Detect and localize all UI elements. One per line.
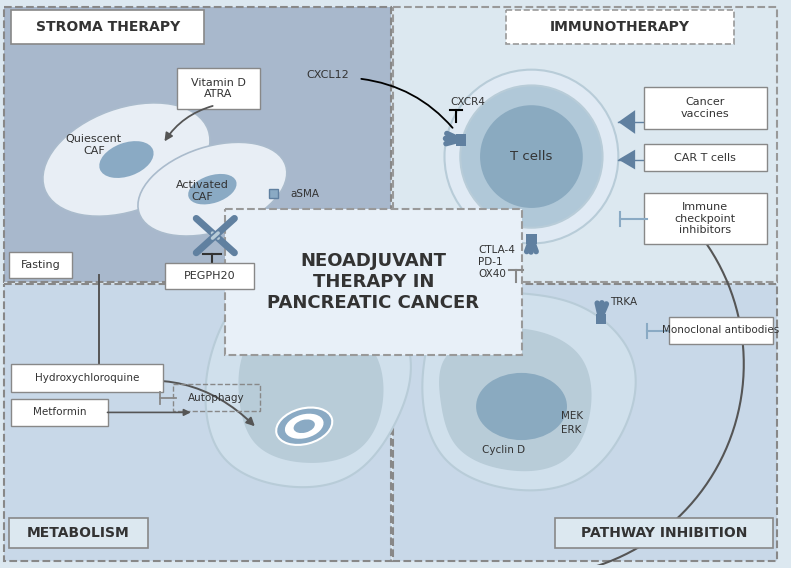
Ellipse shape [285,414,324,438]
FancyBboxPatch shape [4,7,392,282]
FancyBboxPatch shape [644,87,766,129]
Text: Quiescent
CAF: Quiescent CAF [66,134,122,156]
FancyBboxPatch shape [393,284,778,561]
FancyBboxPatch shape [9,252,72,278]
Text: Autophagy: Autophagy [188,392,244,403]
Polygon shape [439,328,592,471]
Text: PATHWAY INHIBITION: PATHWAY INHIBITION [581,526,747,540]
Ellipse shape [188,174,237,204]
FancyBboxPatch shape [644,144,766,172]
Circle shape [445,70,619,244]
Text: IMMUNOTHERAPY: IMMUNOTHERAPY [549,20,689,34]
Polygon shape [422,292,636,490]
Text: CTLA-4
PD-1
OX40: CTLA-4 PD-1 OX40 [478,245,515,279]
FancyBboxPatch shape [11,399,108,426]
Text: Immune
checkpoint
inhibitors: Immune checkpoint inhibitors [675,202,736,235]
Text: Activated
CAF: Activated CAF [176,181,229,202]
Text: TRKA: TRKA [611,296,638,307]
Text: CXCR4: CXCR4 [450,97,486,107]
Polygon shape [619,149,635,169]
FancyBboxPatch shape [596,314,607,324]
Text: Monoclonal antibodies: Monoclonal antibodies [662,325,780,336]
FancyBboxPatch shape [555,518,774,548]
Circle shape [480,105,583,208]
Text: aSMA: aSMA [290,189,320,199]
FancyBboxPatch shape [527,233,537,244]
Text: MEK: MEK [561,411,583,421]
FancyBboxPatch shape [11,364,163,392]
Ellipse shape [476,373,567,440]
Text: NEOADJUVANT
THERAPY IN
PANCREATIC CANCER: NEOADJUVANT THERAPY IN PANCREATIC CANCER [267,252,479,312]
Text: CAR T cells: CAR T cells [674,153,736,162]
Text: Hydroxychloroquine: Hydroxychloroquine [35,373,139,383]
Text: Cancer
vaccines: Cancer vaccines [681,97,729,119]
Text: ERK: ERK [561,425,581,435]
Polygon shape [619,110,635,134]
Polygon shape [206,291,411,487]
FancyBboxPatch shape [225,209,521,355]
Text: CXCL12: CXCL12 [306,70,349,80]
Ellipse shape [293,419,315,433]
Text: METABOLISM: METABOLISM [27,526,130,540]
FancyBboxPatch shape [11,10,204,44]
FancyBboxPatch shape [4,284,392,561]
FancyBboxPatch shape [177,68,259,109]
Text: T cells: T cells [510,150,553,163]
FancyBboxPatch shape [165,263,254,289]
FancyBboxPatch shape [269,189,278,198]
Ellipse shape [43,103,210,216]
Text: Cyclin D: Cyclin D [483,445,525,455]
Text: Vitamin D
ATRA: Vitamin D ATRA [191,78,246,99]
FancyBboxPatch shape [505,10,734,44]
FancyBboxPatch shape [456,134,466,146]
Text: Metformin: Metformin [32,407,86,417]
Text: Fasting: Fasting [21,260,60,270]
Ellipse shape [138,143,287,236]
FancyBboxPatch shape [393,7,778,282]
Ellipse shape [100,141,153,178]
FancyBboxPatch shape [9,518,148,548]
Ellipse shape [276,407,332,445]
Polygon shape [238,323,384,463]
Text: PEGPH20: PEGPH20 [184,271,235,281]
FancyBboxPatch shape [644,193,766,244]
Text: STROMA THERAPY: STROMA THERAPY [36,20,180,34]
Circle shape [460,85,603,228]
FancyBboxPatch shape [668,316,774,344]
